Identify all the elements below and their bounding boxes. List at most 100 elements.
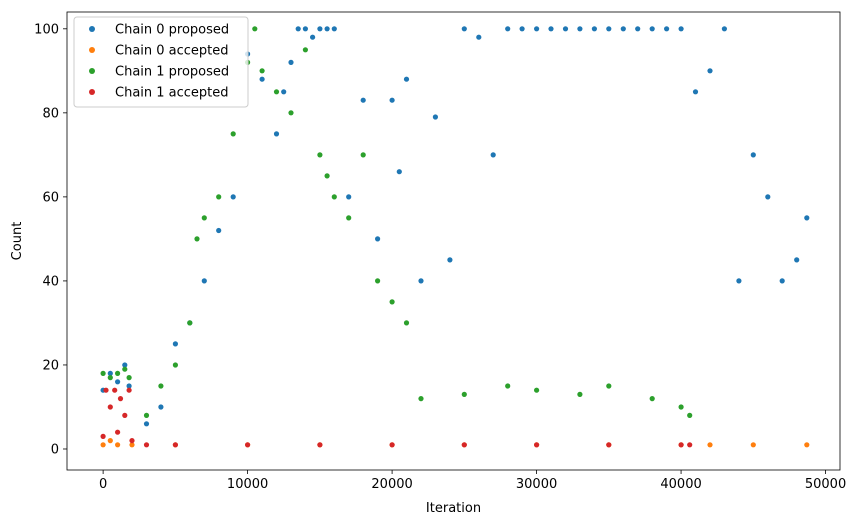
data-point: [122, 366, 128, 372]
data-point: [126, 375, 132, 381]
data-point: [750, 152, 756, 158]
data-point: [534, 442, 540, 448]
data-point: [721, 26, 728, 32]
data-point: [317, 152, 323, 158]
data-point: [216, 227, 222, 234]
x-axis-label: Iteration: [426, 501, 481, 516]
data-point: [534, 26, 540, 32]
legend-label: Chain 1 proposed: [115, 65, 229, 80]
data-point: [389, 97, 395, 103]
data-point: [765, 194, 771, 200]
data-point: [678, 26, 684, 32]
data-point: [100, 370, 106, 376]
data-point: [396, 169, 402, 175]
data-point: [172, 341, 178, 347]
data-point: [635, 26, 641, 32]
data-point: [692, 89, 699, 95]
legend: Chain 0 proposed Chain 0 accepted Chain 1 …: [73, 16, 249, 108]
data-point: [403, 320, 410, 326]
x-tick-label: 30000: [516, 477, 557, 492]
data-point: [461, 26, 467, 32]
data-point: [107, 404, 113, 410]
data-point: [122, 362, 128, 368]
data-point: [678, 404, 684, 410]
data-point: [606, 383, 612, 389]
data-point: [288, 110, 294, 116]
data-point: [126, 387, 132, 393]
series-0: [100, 26, 810, 427]
data-point: [259, 76, 265, 82]
data-point: [649, 26, 655, 32]
data-point: [216, 194, 222, 200]
y-tick-label: 0: [51, 442, 59, 457]
data-point: [534, 387, 540, 393]
data-point: [375, 278, 381, 284]
data-point: [794, 257, 800, 263]
data-point: [100, 433, 106, 439]
data-point: [664, 26, 670, 32]
data-point: [346, 194, 352, 200]
data-point: [143, 421, 150, 427]
legend-label: Chain 1 accepted: [115, 86, 229, 101]
legend-label: Chain 0 accepted: [115, 44, 229, 59]
data-point: [519, 26, 525, 32]
data-point: [678, 442, 684, 448]
data-point: [230, 131, 236, 137]
data-point: [375, 236, 381, 242]
data-point: [707, 68, 713, 74]
data-point: [143, 442, 150, 448]
data-point: [273, 131, 280, 137]
data-point: [687, 412, 693, 418]
data-point: [562, 26, 569, 32]
series-2: [100, 26, 693, 418]
data-point: [505, 383, 511, 389]
data-point: [100, 442, 106, 448]
data-point: [606, 26, 612, 32]
y-tick-label: 20: [42, 358, 59, 373]
data-point: [201, 215, 207, 221]
series-layer: [100, 26, 810, 448]
data-point: [310, 34, 316, 40]
data-point: [107, 375, 113, 381]
data-point: [317, 26, 323, 32]
data-point: [115, 429, 121, 435]
data-point: [490, 152, 496, 158]
data-point: [548, 26, 554, 32]
y-tick-label: 80: [42, 106, 59, 121]
data-point: [302, 47, 308, 53]
data-point: [649, 396, 655, 402]
y-axis-ticks: 0 20 40 60 80 100: [34, 22, 67, 457]
x-tick-label: 50000: [805, 477, 846, 492]
y-axis-label: Count: [10, 222, 25, 261]
data-point: [126, 383, 132, 389]
data-point: [107, 370, 113, 376]
data-point: [230, 194, 236, 200]
data-point: [606, 442, 612, 448]
data-point: [360, 152, 366, 158]
data-point: [804, 215, 810, 221]
data-point: [245, 442, 251, 448]
legend-marker: [89, 26, 95, 32]
data-point: [331, 26, 337, 32]
series-3: [100, 387, 693, 448]
data-point: [194, 236, 200, 242]
data-point: [505, 26, 511, 32]
data-point: [201, 278, 207, 284]
y-tick-label: 60: [42, 190, 59, 205]
data-point: [750, 442, 756, 448]
data-point: [620, 26, 626, 32]
data-point: [447, 257, 453, 263]
data-point: [389, 299, 395, 305]
data-point: [103, 387, 109, 393]
data-point: [115, 442, 121, 448]
legend-marker: [89, 47, 95, 53]
x-tick-label: 20000: [371, 477, 412, 492]
x-tick-label: 40000: [660, 477, 701, 492]
data-point: [252, 26, 258, 32]
data-point: [295, 26, 301, 32]
data-point: [360, 97, 366, 103]
data-point: [346, 215, 352, 221]
data-point: [273, 89, 280, 95]
data-point: [172, 362, 178, 368]
